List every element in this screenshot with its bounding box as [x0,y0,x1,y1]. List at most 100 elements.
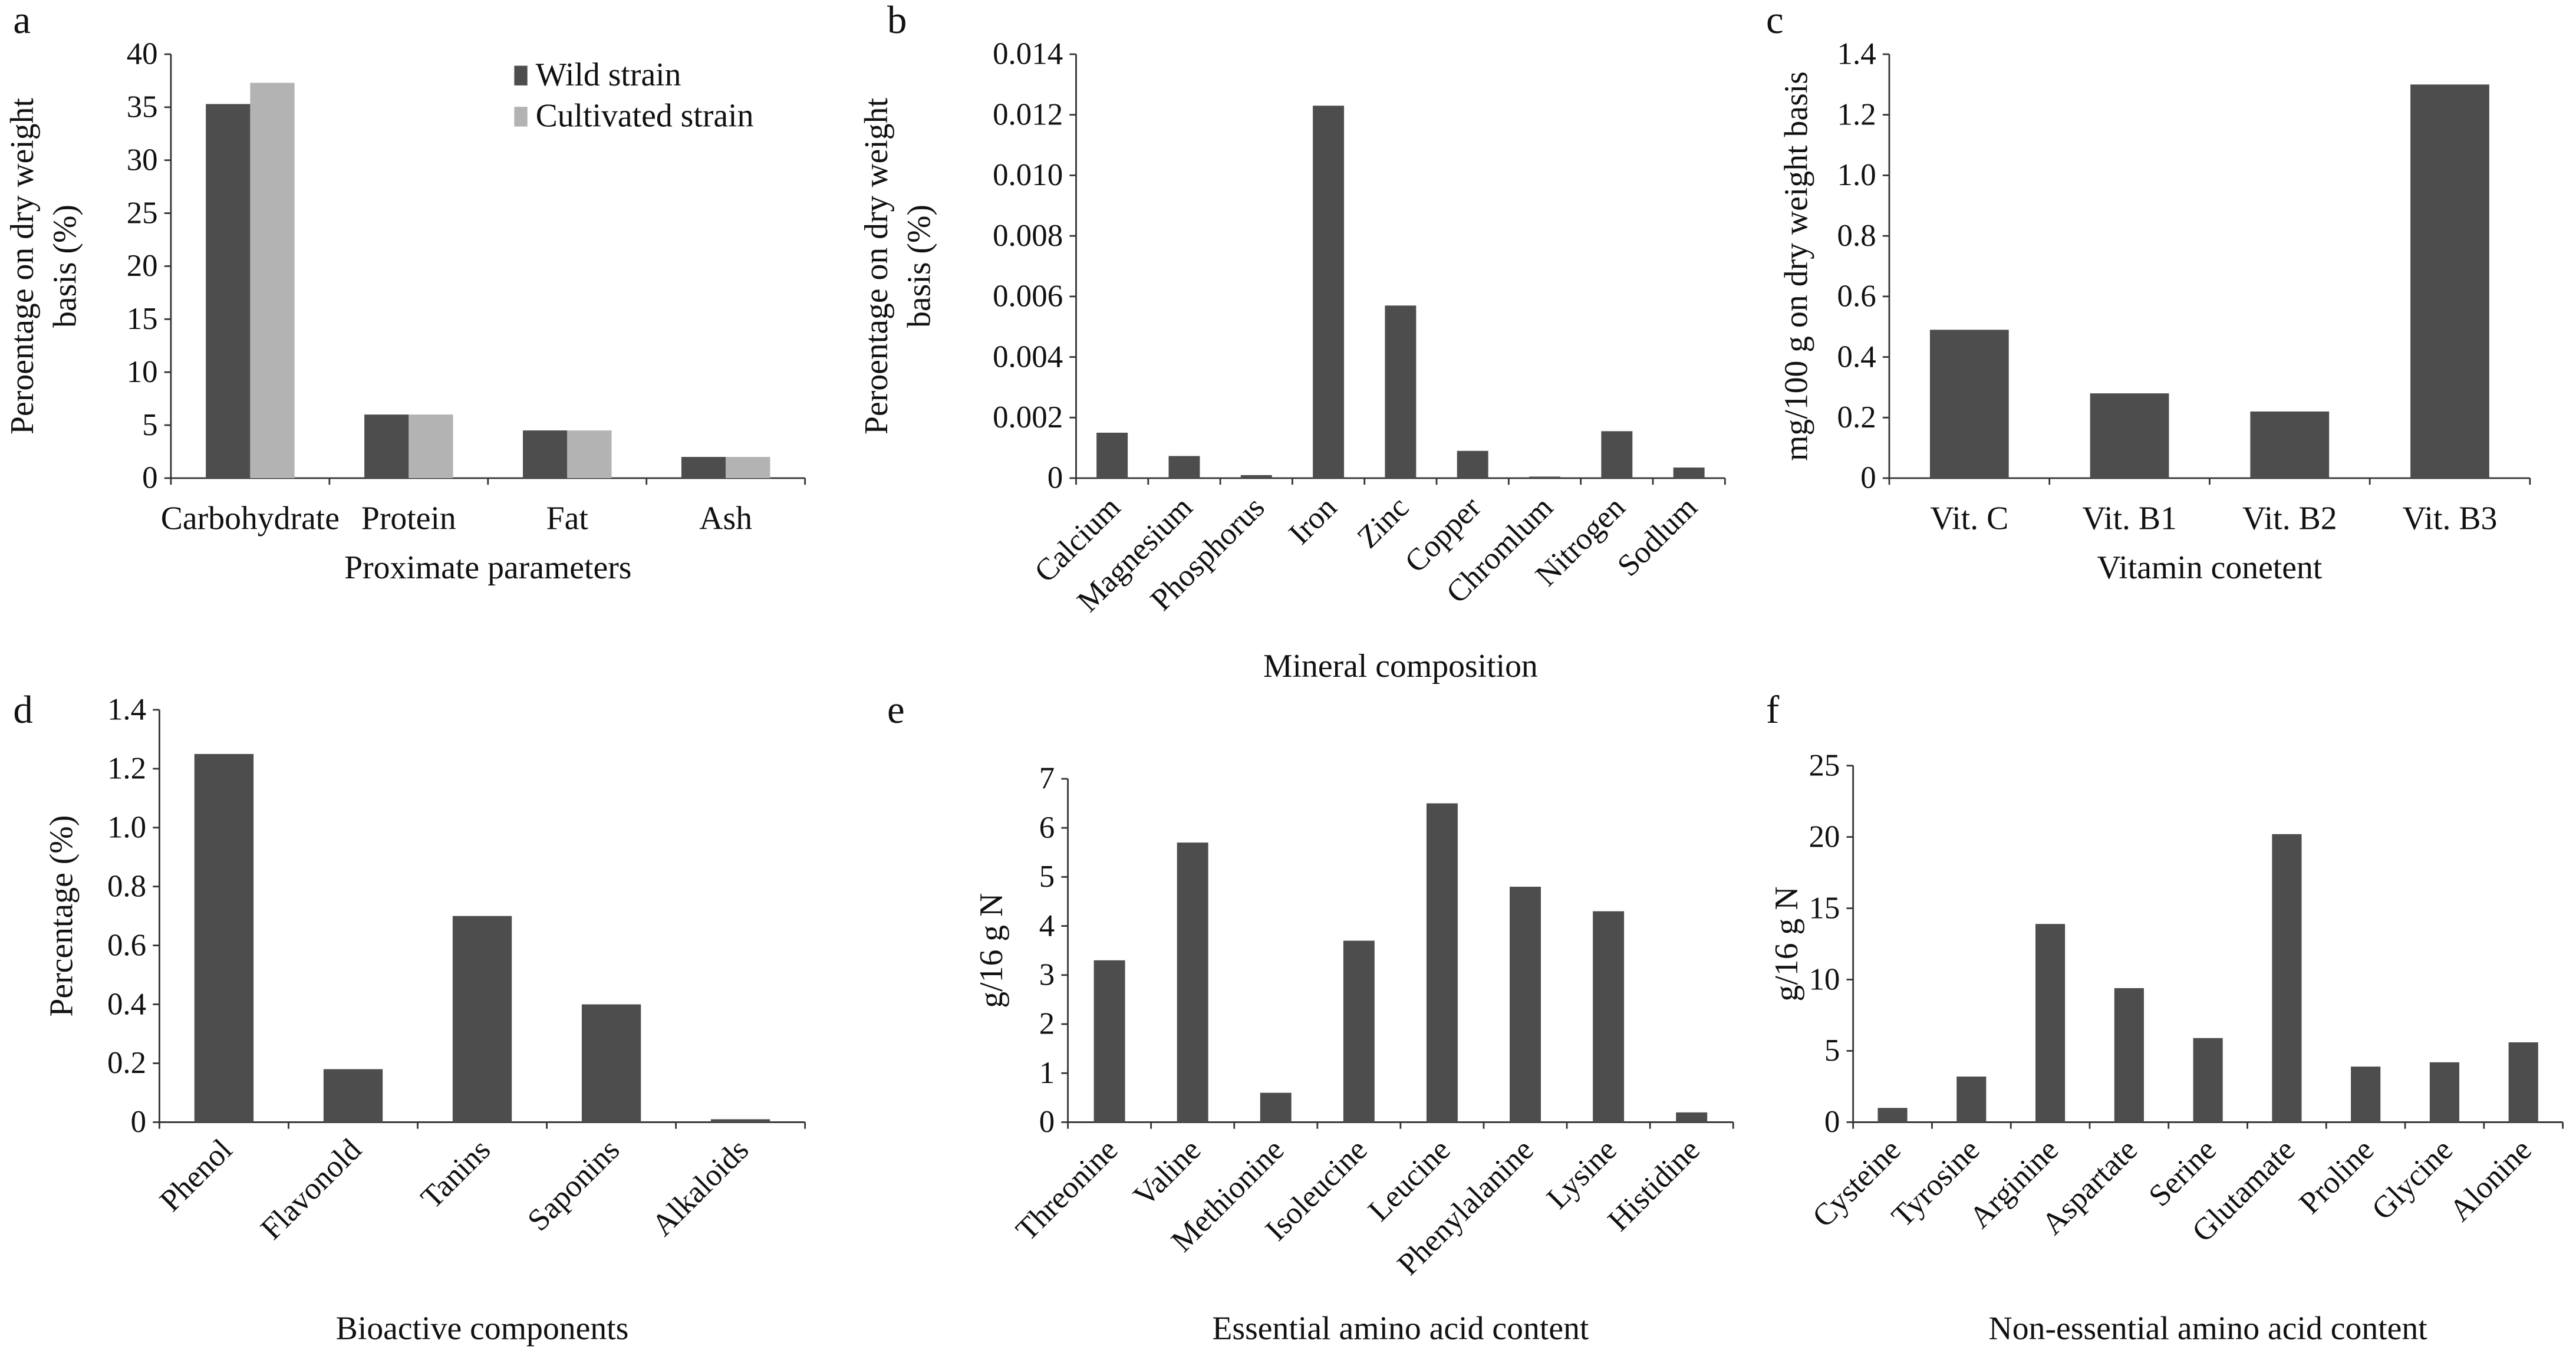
y-tick-label: 4 [1039,909,1055,943]
x-tick-label: Flavonold [254,1133,368,1246]
bar-e-2-0 [1260,1092,1292,1123]
y-tick-label: 30 [127,143,158,177]
y-tick-label: 5 [142,408,157,442]
x-tick-label: Proline [2292,1133,2380,1220]
bar-b-0-0 [1096,432,1128,478]
bar-a-3-1 [726,457,770,478]
chart-panel-c: c 0 0.2 0.4 0.6 0.8 1.0 1.2 1.4 Vit. C Vit. B1 Vit.… [1766,0,2531,586]
y-tick-label: 0 [1860,461,1876,495]
y-tick-label: 1.0 [1837,158,1876,192]
bar-f-3-0 [2114,988,2144,1123]
x-tick-label: Cysteine [1806,1133,1908,1234]
y-tick-label: 10 [127,355,158,389]
x-axis-title: Essential amino acid content [1212,1310,1589,1347]
x-tick-label: Protein [361,500,456,537]
y-tick-label: 2 [1039,1007,1055,1041]
bar-f-0-0 [1877,1108,1908,1123]
x-tick-label: Vit. C [1930,500,2008,537]
y-tick-label: 0.006 [993,279,1063,314]
x-tick-label: Alonine [2443,1133,2538,1228]
y-tick-label: 0.014 [993,37,1063,71]
y-tick-label: 15 [1809,891,1840,925]
x-tick-label: Phenol [153,1133,239,1218]
y-tick-label: 25 [127,196,158,230]
bar-e-6-0 [1593,911,1625,1123]
x-tick-label: Carbohydrate [161,500,340,537]
y-tick-label: 1 [1039,1056,1055,1090]
y-tick-label: 35 [127,90,158,124]
bar-c-1-0 [2090,393,2169,478]
chart-panel-a: a 0 5 10 15 20 25 30 35 40 Carbohydrate Protein Fat A… [4,0,806,586]
bar-b-8-0 [1673,468,1705,478]
x-axis-title: Proximate parameters [344,549,631,586]
bar-d-2-0 [452,916,512,1123]
y-tick-label: 6 [1039,811,1055,845]
y-tick-label: 40 [127,37,158,71]
y-tick-label: 5 [1824,1034,1840,1068]
y-tick-label: 1.4 [107,693,146,727]
y-tick-label: 0.004 [993,340,1063,374]
y-tick-label: 1.2 [107,752,146,786]
bar-b-1-0 [1168,456,1200,478]
y-tick-label: 0 [1047,461,1063,495]
bar-b-5-0 [1457,450,1488,478]
y-tick-label: 5 [1039,860,1055,894]
legend-swatch [514,65,528,85]
panel-letter: c [1766,0,1784,42]
y-axis-title: g/16 g N [1768,887,1805,1002]
x-tick-label: Fat [546,500,589,537]
bar-d-4-0 [710,1119,770,1123]
panel-letter: b [887,0,907,42]
bar-a-1-1 [409,414,453,478]
x-tick-label: Vit. B2 [2242,500,2337,537]
x-tick-label: Saponins [521,1133,626,1237]
y-tick-label: 0.4 [107,987,146,1021]
bar-f-8-0 [2508,1042,2538,1123]
x-tick-label: Vit. B3 [2403,500,2498,537]
bar-d-3-0 [581,1004,641,1123]
bar-a-0-1 [250,83,295,478]
y-tick-label: 0.8 [107,869,146,903]
bar-a-0-0 [206,104,251,478]
bar-e-5-0 [1510,887,1541,1123]
y-tick-label: 0.012 [993,97,1063,131]
bar-e-3-0 [1343,940,1375,1123]
x-axis-title: Non-essential amino acid content [1989,1310,2428,1347]
y-tick-label: 0.002 [993,400,1063,435]
y-tick-label: 0.2 [1837,400,1876,435]
y-tick-label: 0.2 [107,1046,146,1080]
y-axis-title: Peroentage on dry weight [858,97,895,434]
bar-e-7-0 [1676,1112,1708,1123]
y-tick-label: 0.4 [1837,340,1876,374]
bar-c-0-0 [1929,330,2009,478]
y-tick-label: 1.0 [107,811,146,845]
x-tick-label: Ash [699,500,752,537]
panel-letter: a [13,0,31,42]
chart-panel-d: d 0 0.2 0.4 0.6 0.8 1.0 1.2 1.4 Phenol Flavonold Ta… [13,688,806,1347]
x-tick-label: Alkaloids [645,1133,756,1243]
y-tick-label: 20 [1809,819,1840,854]
x-axis-title: Vitamin conetent [2097,549,2322,586]
bar-e-4-0 [1426,803,1458,1123]
x-tick-label: Histidine [1602,1133,1707,1237]
y-axis-title: Percentage (%) [44,815,80,1017]
bar-b-3-0 [1313,106,1345,478]
bar-c-3-0 [2410,84,2489,478]
y-tick-label: 10 [1809,962,1840,996]
panel-letter: f [1766,688,1780,732]
bar-f-1-0 [1956,1077,1987,1123]
bar-d-1-0 [323,1069,383,1123]
x-tick-label: Iron [1282,490,1343,551]
y-axis-title: Peroentage on dry weight [4,97,41,434]
bar-c-2-0 [2250,411,2330,478]
x-tick-label: Glycine [2366,1133,2460,1227]
x-tick-label: Valine [1127,1133,1208,1213]
bar-f-6-0 [2351,1067,2381,1123]
bar-b-2-0 [1240,475,1272,478]
y-tick-label: 0.6 [107,928,146,962]
x-tick-label: Tanins [414,1133,497,1215]
bar-a-2-1 [567,430,612,478]
bar-f-7-0 [2429,1062,2460,1123]
